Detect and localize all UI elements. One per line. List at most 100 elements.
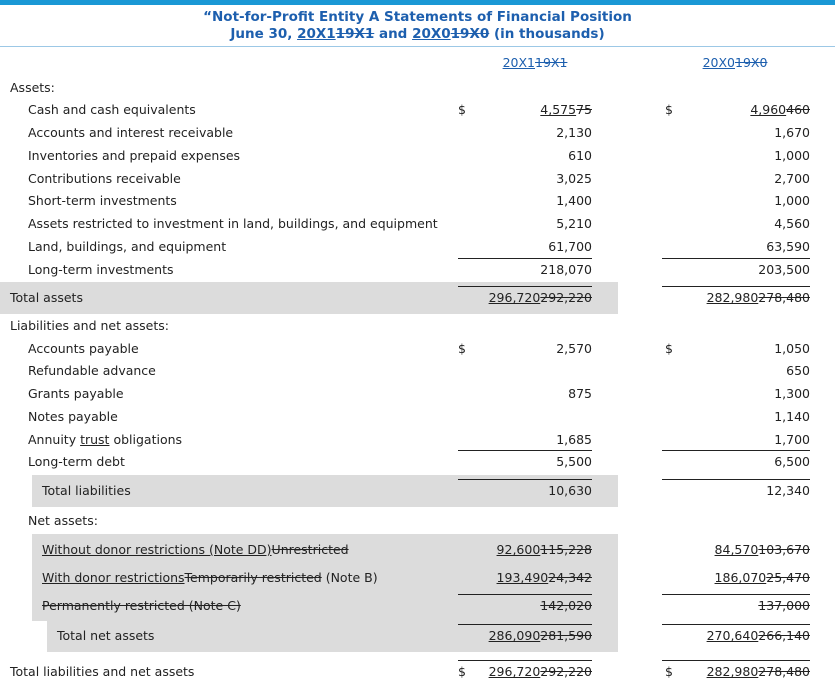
column-header: 20X019X0 — [660, 55, 810, 70]
text-run: 61,700 — [548, 239, 592, 254]
text-run: Total liabilities and net assets — [10, 664, 195, 679]
amount: 2,570 — [556, 341, 592, 356]
text-run: 103,670 — [758, 542, 810, 557]
text-run: Long-term investments — [28, 262, 174, 277]
amount: 84,570103,670 — [715, 542, 810, 557]
total-rule — [662, 624, 810, 625]
text-run: 19X1 — [335, 26, 375, 42]
row-label: Cash and cash equivalents — [28, 102, 196, 117]
row-label: Annuity trust obligations — [28, 432, 182, 447]
text-run: 460 — [786, 102, 810, 117]
text-run: Cash and cash equivalents — [28, 102, 196, 117]
amount: 4,560 — [774, 216, 810, 231]
text-run: Contributions receivable — [28, 171, 181, 186]
text-run: Annuity — [28, 432, 81, 447]
text-run: Inventories and prepaid expenses — [28, 148, 241, 163]
row-label: Without donor restrictions (Note DD)Unre… — [42, 542, 349, 557]
text-run: 286,090 — [488, 628, 541, 643]
total-rule — [662, 660, 810, 661]
row-highlight — [32, 564, 618, 592]
text-run: 63,590 — [766, 239, 810, 254]
header-rule — [0, 46, 835, 47]
total-rule — [458, 450, 592, 451]
dollar-sign: $ — [665, 102, 673, 117]
row-label: Total net assets — [57, 628, 154, 643]
text-run: 4,575 — [540, 102, 577, 117]
row-label: Short-term investments — [28, 193, 177, 208]
row-label: With donor restrictionsTemporarily restr… — [42, 570, 378, 585]
amount: 270,640266,140 — [707, 628, 810, 643]
text-run: 12,340 — [766, 483, 810, 498]
text-run: trust — [80, 432, 110, 447]
text-run: Grants payable — [28, 386, 124, 401]
text-run: Accounts and interest receivable — [28, 125, 234, 140]
text-run: 610 — [568, 148, 592, 163]
amount: 610 — [568, 148, 592, 163]
row-label: Grants payable — [28, 386, 124, 401]
amount: 875 — [568, 386, 592, 401]
text-run: 296,720 — [488, 664, 541, 679]
amount: 1,670 — [774, 125, 810, 140]
row-label: Land, buildings, and equipment — [28, 239, 226, 254]
text-run: 193,490 — [496, 570, 549, 585]
text-run: Total net assets — [57, 628, 155, 643]
row-highlight — [0, 282, 618, 314]
text-run: 92,600 — [496, 542, 541, 557]
amount: 218,070 — [540, 262, 592, 277]
text-run: 115,228 — [540, 542, 592, 557]
text-run: 1,000 — [774, 148, 810, 163]
text-run: Liabilities and net assets: — [10, 318, 169, 333]
text-run: 24,342 — [548, 570, 592, 585]
row-label: Contributions receivable — [28, 171, 181, 186]
dollar-sign: $ — [458, 664, 466, 679]
text-run: 84,570 — [714, 542, 759, 557]
text-run: 20X1 — [297, 26, 336, 42]
text-run: Net assets: — [28, 513, 98, 528]
text-run: obligations — [109, 432, 183, 447]
amount: 1,685 — [556, 432, 592, 447]
text-run: Total assets — [10, 290, 83, 305]
text-run: 19X0 — [735, 55, 768, 70]
text-run: Unrestricted — [271, 542, 349, 557]
amount: 3,025 — [556, 171, 592, 186]
row-label: Long-term debt — [28, 454, 125, 469]
amount: 63,590 — [766, 239, 810, 254]
amount: 203,500 — [758, 262, 810, 277]
total-rule — [458, 660, 592, 661]
amount: 1,140 — [774, 409, 810, 424]
text-run: 6,500 — [774, 454, 810, 469]
amount: 282,980278,480 — [707, 290, 810, 305]
amount: 1,300 — [774, 386, 810, 401]
text-run: 2,570 — [556, 341, 592, 356]
row-highlight — [32, 534, 618, 564]
amount: 61,700 — [548, 239, 592, 254]
amount: 6,500 — [774, 454, 810, 469]
row-label: Permanently restricted (Note C) — [42, 598, 241, 613]
text-run: Accounts payable — [28, 341, 139, 356]
text-run: Without donor restrictions (Note DD) — [42, 542, 272, 557]
row-label: Inventories and prepaid expenses — [28, 148, 240, 163]
text-run: Land, buildings, and equipment — [28, 239, 227, 254]
amount: 286,090281,590 — [489, 628, 592, 643]
text-run: 4,960 — [750, 102, 787, 117]
text-run: June 30, — [230, 26, 298, 42]
text-run: 1,400 — [556, 193, 592, 208]
amount: 142,020 — [540, 598, 592, 613]
amount: 10,630 — [548, 483, 592, 498]
total-rule — [662, 479, 810, 480]
text-run: 75 — [576, 102, 592, 117]
amount: 1,700 — [774, 432, 810, 447]
text-run: 296,720 — [488, 290, 541, 305]
row-label: Assets: — [10, 80, 55, 95]
column-header: 20X119X1 — [460, 55, 610, 70]
total-rule — [458, 479, 592, 480]
row-label: Long-term investments — [28, 262, 174, 277]
text-run: 10,630 — [548, 483, 592, 498]
text-run: 137,000 — [758, 598, 810, 613]
row-label: Net assets: — [28, 513, 98, 528]
text-run: 218,070 — [540, 262, 592, 277]
text-run: 281,590 — [540, 628, 592, 643]
text-run: 4,560 — [774, 216, 810, 231]
text-run: Long-term debt — [28, 454, 125, 469]
